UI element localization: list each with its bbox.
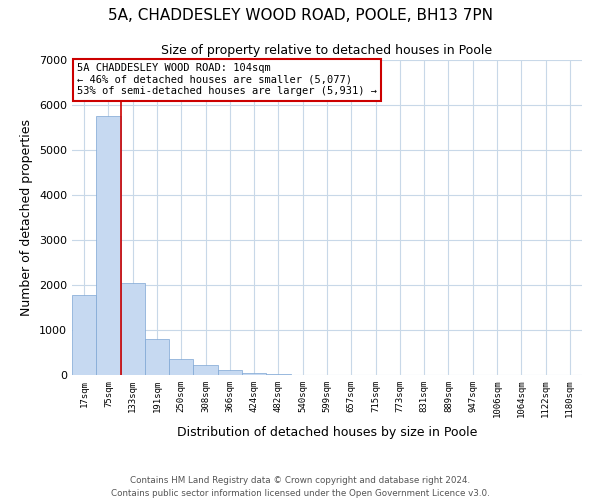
Y-axis label: Number of detached properties: Number of detached properties: [20, 119, 34, 316]
Bar: [242, 372, 266, 375]
Bar: [266, 374, 290, 375]
Title: Size of property relative to detached houses in Poole: Size of property relative to detached ho…: [161, 44, 493, 58]
Bar: [193, 365, 218, 375]
Text: 5A, CHADDESLEY WOOD ROAD, POOLE, BH13 7PN: 5A, CHADDESLEY WOOD ROAD, POOLE, BH13 7P…: [107, 8, 493, 22]
Bar: [96, 116, 121, 375]
Text: 5A CHADDESLEY WOOD ROAD: 104sqm
← 46% of detached houses are smaller (5,077)
53%: 5A CHADDESLEY WOOD ROAD: 104sqm ← 46% of…: [77, 63, 377, 96]
Bar: [169, 359, 193, 375]
Bar: [145, 339, 169, 375]
Bar: [72, 295, 96, 375]
Bar: [218, 370, 242, 375]
X-axis label: Distribution of detached houses by size in Poole: Distribution of detached houses by size …: [177, 426, 477, 439]
Bar: [121, 283, 145, 375]
Text: Contains HM Land Registry data © Crown copyright and database right 2024.
Contai: Contains HM Land Registry data © Crown c…: [110, 476, 490, 498]
